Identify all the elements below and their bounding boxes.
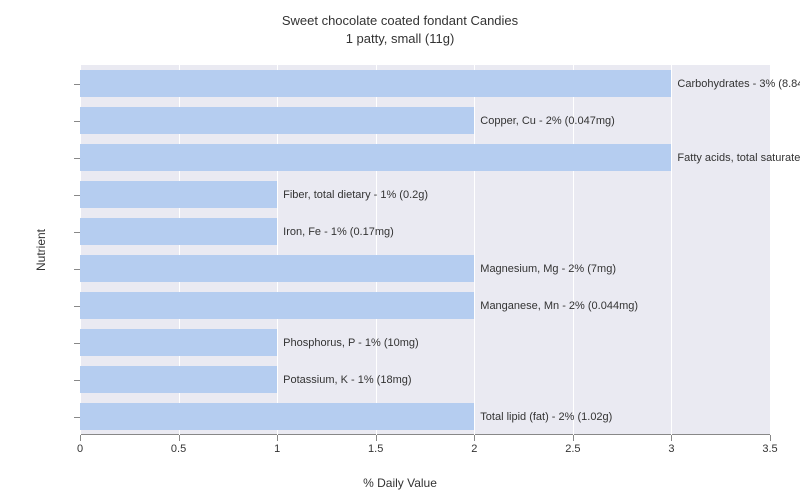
bar — [80, 70, 671, 97]
y-tick — [74, 195, 80, 196]
x-tick-label: 3 — [668, 443, 674, 455]
bar — [80, 107, 474, 134]
gridline — [671, 65, 672, 435]
x-axis-line — [80, 434, 770, 435]
x-tick — [671, 435, 672, 441]
title-line-2: 1 patty, small (11g) — [346, 31, 455, 46]
x-tick — [376, 435, 377, 441]
x-tick-label: 1 — [274, 443, 280, 455]
bar-label: Manganese, Mn - 2% (0.044mg) — [480, 300, 638, 312]
bar-label: Carbohydrates - 3% (8.84g) — [677, 78, 800, 90]
x-tick-label: 2.5 — [565, 443, 580, 455]
x-tick — [277, 435, 278, 441]
y-tick — [74, 232, 80, 233]
chart-container: Sweet chocolate coated fondant Candies 1… — [0, 0, 800, 500]
bar-label: Potassium, K - 1% (18mg) — [283, 374, 411, 386]
bar-label: Fatty acids, total saturated - 3% (0.601… — [677, 152, 800, 164]
x-tick-label: 0 — [77, 443, 83, 455]
x-tick-label: 3.5 — [762, 443, 777, 455]
y-tick — [74, 343, 80, 344]
x-tick-label: 0.5 — [171, 443, 186, 455]
y-tick — [74, 417, 80, 418]
bar-label: Total lipid (fat) - 2% (1.02g) — [480, 411, 612, 423]
x-axis-label: % Daily Value — [363, 476, 437, 490]
bar-label: Phosphorus, P - 1% (10mg) — [283, 337, 419, 349]
gridline — [770, 65, 771, 435]
x-tick-label: 1.5 — [368, 443, 383, 455]
y-tick — [74, 269, 80, 270]
x-tick — [179, 435, 180, 441]
bar-label: Iron, Fe - 1% (0.17mg) — [283, 226, 394, 238]
y-tick — [74, 380, 80, 381]
gridline — [474, 65, 475, 435]
bar — [80, 403, 474, 430]
bar — [80, 218, 277, 245]
bar — [80, 144, 671, 171]
bar — [80, 292, 474, 319]
plot-area: Carbohydrates - 3% (8.84g)Copper, Cu - 2… — [80, 65, 770, 435]
title-line-1: Sweet chocolate coated fondant Candies — [282, 13, 518, 28]
bar-label: Copper, Cu - 2% (0.047mg) — [480, 115, 615, 127]
bar — [80, 366, 277, 393]
y-tick — [74, 121, 80, 122]
x-tick — [80, 435, 81, 441]
bar — [80, 329, 277, 356]
y-tick — [74, 158, 80, 159]
x-tick-label: 2 — [471, 443, 477, 455]
chart-title: Sweet chocolate coated fondant Candies 1… — [0, 0, 800, 48]
bar — [80, 181, 277, 208]
bar — [80, 255, 474, 282]
bar-label: Magnesium, Mg - 2% (7mg) — [480, 263, 616, 275]
bar-label: Fiber, total dietary - 1% (0.2g) — [283, 189, 428, 201]
y-axis-label: Nutrient — [34, 229, 48, 271]
y-tick — [74, 84, 80, 85]
x-tick — [474, 435, 475, 441]
x-tick — [573, 435, 574, 441]
y-tick — [74, 306, 80, 307]
x-tick — [770, 435, 771, 441]
